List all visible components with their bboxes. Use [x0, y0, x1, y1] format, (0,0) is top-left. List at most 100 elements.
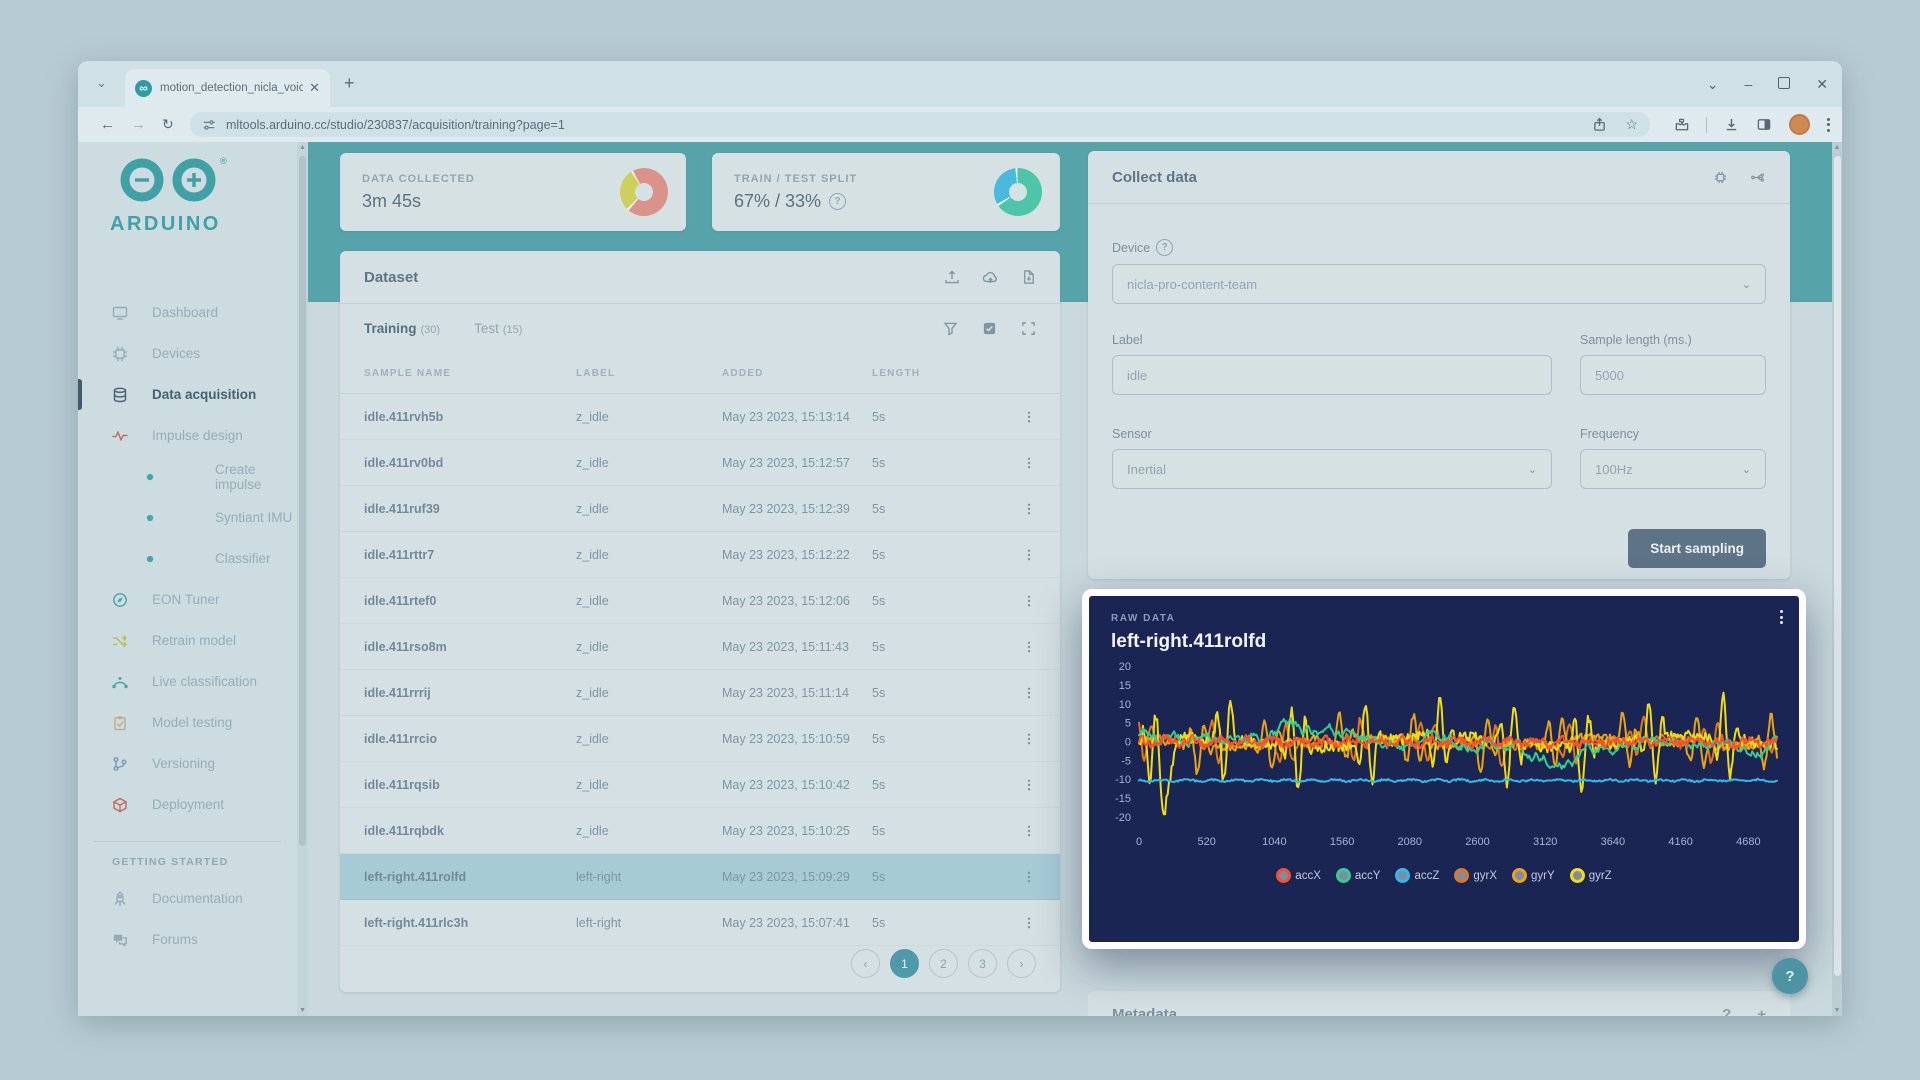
row-menu-kebab-icon[interactable]: [1022, 686, 1036, 700]
sidebar-item-model-testing[interactable]: Model testing: [78, 702, 297, 743]
upload-data-icon[interactable]: [944, 269, 960, 285]
sidebar-item-classifier[interactable]: Classifier: [78, 538, 297, 579]
sidebar-item-dashboard[interactable]: Dashboard: [78, 292, 297, 333]
table-row[interactable]: idle.411rqsib z_idle May 23 2023, 15:10:42…: [340, 762, 1060, 808]
row-menu-kebab-icon[interactable]: [1022, 916, 1036, 930]
legend-item-gyrZ[interactable]: gyrZ: [1569, 868, 1612, 883]
table-row[interactable]: idle.411rrcio z_idle May 23 2023, 15:10:59…: [340, 716, 1060, 762]
sample-length-input[interactable]: 5000: [1580, 355, 1766, 395]
sidebar-item-eon-tuner[interactable]: EON Tuner: [78, 579, 297, 620]
page-scrollbar[interactable]: ▲ ▼: [1832, 142, 1842, 1016]
usb-connection-icon[interactable]: [1750, 170, 1766, 185]
table-row[interactable]: idle.411rtef0 z_idle May 23 2023, 15:12:06…: [340, 578, 1060, 624]
sidebar-item-impulse-design[interactable]: Impulse design: [78, 415, 297, 456]
table-row[interactable]: left-right.411rolfd left-right May 23 2023…: [340, 854, 1060, 900]
browser-menu-kebab-icon[interactable]: [1827, 117, 1830, 132]
row-menu-kebab-icon[interactable]: [1022, 410, 1036, 424]
reload-button[interactable]: ↻: [162, 116, 174, 132]
window-maximize-button[interactable]: [1778, 76, 1791, 92]
site-settings-icon[interactable]: [202, 118, 216, 132]
sidebar: ® ARDUINO Dashboard Devices Data acquisiti…: [78, 142, 297, 1016]
pagination-next[interactable]: ›: [1007, 949, 1036, 978]
select-checkbox-icon[interactable]: [982, 321, 997, 336]
row-menu-kebab-icon[interactable]: [1022, 824, 1036, 838]
tab-training[interactable]: Training (30): [364, 321, 441, 336]
pagination-page-3[interactable]: 3: [968, 949, 997, 978]
table-row[interactable]: idle.411rvh5b z_idle May 23 2023, 15:13:14…: [340, 394, 1060, 440]
browser-tab[interactable]: ∞ motion_detection_nicla_voice - [ ✕: [125, 69, 330, 107]
sidebar-item-data-acquisition[interactable]: Data acquisition: [78, 374, 297, 415]
raw-data-menu-kebab-icon[interactable]: [1780, 610, 1783, 624]
row-menu-kebab-icon[interactable]: [1022, 456, 1036, 470]
start-sampling-button[interactable]: Start sampling: [1628, 529, 1766, 568]
dataset-tabs: Training (30) Test (15): [340, 304, 1060, 353]
legend-item-accX[interactable]: accX: [1276, 868, 1321, 883]
new-tab-button[interactable]: +: [344, 73, 355, 93]
tab-test[interactable]: Test (15): [474, 321, 523, 336]
window-minimize-button[interactable]: –: [1744, 76, 1753, 92]
sidebar-scrollbar[interactable]: ▲ ▼: [297, 142, 308, 1016]
export-file-icon[interactable]: [1021, 269, 1036, 285]
table-row[interactable]: left-right.411rlc3h left-right May 23 2023…: [340, 900, 1060, 946]
row-menu-kebab-icon[interactable]: [1022, 640, 1036, 654]
table-row[interactable]: idle.411rv0bd z_idle May 23 2023, 15:12:57…: [340, 440, 1060, 486]
sidebar-item-versioning[interactable]: Versioning: [78, 743, 297, 784]
cloud-upload-icon[interactable]: [982, 269, 999, 285]
row-menu-kebab-icon[interactable]: [1022, 732, 1036, 746]
tab-close-icon[interactable]: ✕: [309, 80, 320, 95]
back-button[interactable]: ←: [100, 116, 115, 133]
frequency-select[interactable]: 100Hz ⌄: [1580, 449, 1766, 489]
url-bar[interactable]: mltools.arduino.cc/studio/230837/acquisi…: [190, 112, 1650, 137]
sidebar-item-forums[interactable]: Forums: [78, 919, 297, 960]
forward-button[interactable]: →: [131, 116, 146, 133]
label-input[interactable]: idle: [1112, 355, 1552, 395]
sensor-select[interactable]: Inertial ⌄: [1112, 449, 1552, 489]
device-select[interactable]: nicla-pro-content-team ⌄: [1112, 264, 1766, 304]
legend-item-accY[interactable]: accY: [1335, 868, 1380, 883]
help-circle-icon[interactable]: ?: [829, 192, 847, 210]
help-fab-button[interactable]: ?: [1772, 958, 1808, 994]
table-row[interactable]: idle.411rrrij z_idle May 23 2023, 15:11:14…: [340, 670, 1060, 716]
sidebar-item-create-impulse[interactable]: Create impulse: [78, 456, 297, 497]
sidebar-item-devices[interactable]: Devices: [78, 333, 297, 374]
sidebar-item-live-classification[interactable]: Live classification: [78, 661, 297, 702]
legend-item-accZ[interactable]: accZ: [1395, 868, 1439, 883]
device-chip-icon[interactable]: [1713, 170, 1728, 185]
branch-icon: [112, 756, 128, 772]
profile-avatar[interactable]: [1789, 114, 1810, 135]
share-icon[interactable]: [1592, 117, 1607, 132]
tab-search-chevron-icon[interactable]: ⌄: [96, 75, 107, 90]
data-collected-card: DATA COLLECTED 3m 45s: [340, 153, 686, 231]
row-menu-kebab-icon[interactable]: [1022, 594, 1036, 608]
table-row[interactable]: idle.411ruf39 z_idle May 23 2023, 15:12:39…: [340, 486, 1060, 532]
row-menu-kebab-icon[interactable]: [1022, 502, 1036, 516]
table-row[interactable]: idle.411rttr7 z_idle May 23 2023, 15:12:22…: [340, 532, 1060, 578]
legend-item-gyrX[interactable]: gyrX: [1454, 868, 1497, 883]
tab-title: motion_detection_nicla_voice - [: [160, 82, 304, 94]
side-panel-icon[interactable]: [1756, 117, 1772, 132]
legend-item-gyrY[interactable]: gyrY: [1512, 868, 1555, 883]
device-help-icon[interactable]: ?: [1156, 239, 1174, 256]
table-row[interactable]: idle.411rqbdk z_idle May 23 2023, 15:10:25…: [340, 808, 1060, 854]
pagination-page-2[interactable]: 2: [929, 949, 958, 978]
metadata-help-icon[interactable]: ?: [1722, 1005, 1732, 1017]
pagination-page-1[interactable]: 1: [890, 949, 919, 978]
row-menu-kebab-icon[interactable]: [1022, 870, 1036, 884]
bookmark-star-icon[interactable]: ☆: [1625, 116, 1638, 132]
expand-icon[interactable]: [1021, 321, 1036, 336]
dot-icon: [144, 553, 156, 565]
window-menu-chevron-icon[interactable]: ⌄: [1706, 75, 1719, 92]
sidebar-item-deployment[interactable]: Deployment: [78, 784, 297, 825]
table-row[interactable]: idle.411rso8m z_idle May 23 2023, 15:11:43…: [340, 624, 1060, 670]
extensions-icon[interactable]: [1674, 117, 1689, 132]
row-menu-kebab-icon[interactable]: [1022, 548, 1036, 562]
downloads-icon[interactable]: [1724, 117, 1739, 132]
metadata-add-icon[interactable]: +: [1757, 1005, 1766, 1017]
filter-icon[interactable]: [943, 321, 958, 336]
row-menu-kebab-icon[interactable]: [1022, 778, 1036, 792]
sidebar-item-syntiant-imu[interactable]: Syntiant IMU: [78, 497, 297, 538]
window-close-button[interactable]: ✕: [1816, 75, 1828, 92]
pagination-prev[interactable]: ‹: [851, 949, 880, 978]
sidebar-item-documentation[interactable]: Documentation: [78, 878, 297, 919]
sidebar-item-retrain-model[interactable]: Retrain model: [78, 620, 297, 661]
